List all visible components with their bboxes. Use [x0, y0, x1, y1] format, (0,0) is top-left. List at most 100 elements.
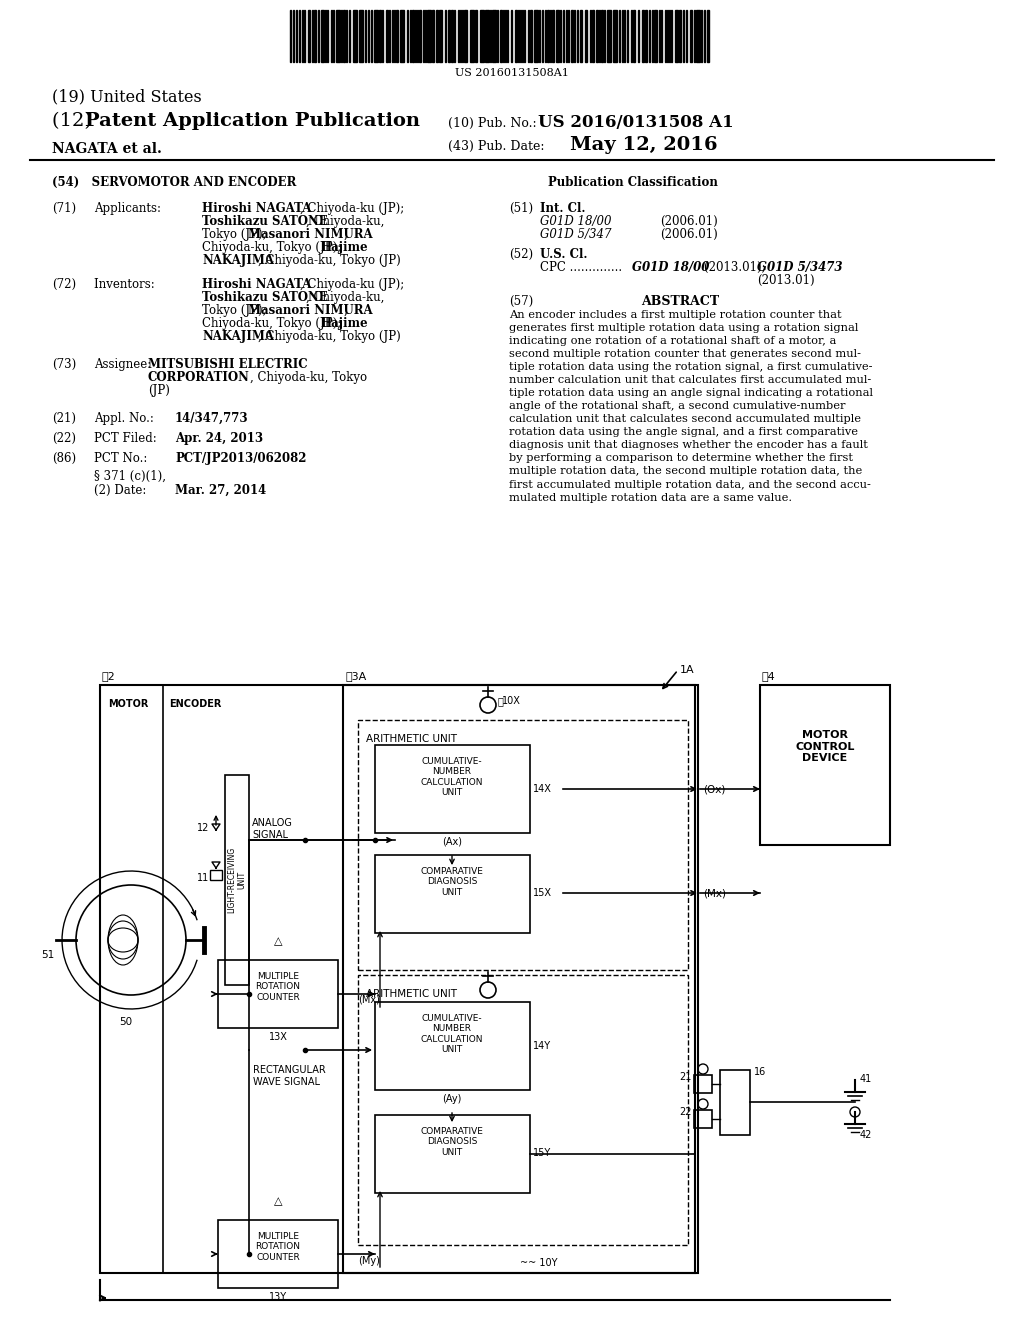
Bar [654, 11, 657, 62]
Text: ~~ 10Y: ~~ 10Y [520, 1258, 557, 1269]
Text: LIGHT-RECEIVING
UNIT: LIGHT-RECEIVING UNIT [227, 847, 247, 913]
Bar [480, 11, 484, 62]
Text: (73): (73) [52, 358, 76, 371]
Bar [690, 11, 692, 62]
Bar [314, 11, 316, 62]
Text: NAGATA et al.: NAGATA et al. [52, 143, 162, 156]
Bar [571, 11, 573, 62]
Text: ARITHMETIC UNIT: ARITHMETIC UNIT [366, 734, 457, 744]
Bar [592, 11, 594, 62]
Text: Mar. 27, 2014: Mar. 27, 2014 [175, 484, 266, 498]
Bar [485, 11, 489, 62]
Bar [225, 775, 249, 985]
Text: 22: 22 [680, 1107, 692, 1117]
Text: , Chiyoda-ku,: , Chiyoda-ku, [306, 215, 384, 228]
Text: US 2016/0131508 A1: US 2016/0131508 A1 [538, 114, 733, 131]
Text: Assignee:: Assignee: [94, 358, 155, 371]
Text: MOTOR
CONTROL
DEVICE: MOTOR CONTROL DEVICE [796, 730, 855, 763]
Text: Int. Cl.: Int. Cl. [540, 202, 586, 215]
Text: COMPARATIVE
DIAGNOSIS
UNIT: COMPARATIVE DIAGNOSIS UNIT [421, 1127, 483, 1156]
Text: (My): (My) [358, 1257, 380, 1266]
Text: (Ay): (Ay) [442, 1094, 462, 1104]
Text: 13Y: 13Y [269, 1292, 287, 1302]
Bar [607, 11, 611, 62]
Text: ABSTRACT: ABSTRACT [641, 294, 719, 308]
Bar [679, 11, 681, 62]
Bar [596, 11, 598, 62]
Text: PCT No.:: PCT No.: [94, 451, 147, 465]
Text: ⍢3A: ⍢3A [345, 671, 367, 681]
Text: (2006.01): (2006.01) [660, 228, 718, 242]
Bar [534, 11, 538, 62]
Text: Chiyoda-ku, Tokyo (JP);: Chiyoda-ku, Tokyo (JP); [202, 317, 345, 330]
Text: An encoder includes a first multiple rotation counter that
generates first multi: An encoder includes a first multiple rot… [509, 310, 873, 503]
Bar [645, 11, 647, 62]
Text: Appl. No.:: Appl. No.: [94, 412, 154, 425]
Text: MITSUBISHI ELECTRIC: MITSUBISHI ELECTRIC [148, 358, 307, 371]
Bar [439, 11, 442, 62]
Text: CUMULATIVE-
NUMBER
CALCULATION
UNIT: CUMULATIVE- NUMBER CALCULATION UNIT [421, 1014, 483, 1055]
Bar [218, 960, 338, 1028]
Bar [419, 11, 421, 62]
Text: (Ax): (Ax) [442, 837, 462, 847]
Text: 50: 50 [120, 1016, 132, 1027]
Text: 15Y: 15Y [534, 1148, 551, 1158]
Text: G01D 5/3473: G01D 5/3473 [757, 261, 843, 275]
Text: Hajime: Hajime [319, 242, 368, 253]
Text: Toshikazu SATONE: Toshikazu SATONE [202, 290, 328, 304]
Bar [374, 11, 378, 62]
Text: 1A: 1A [680, 665, 694, 675]
Bar [515, 11, 517, 62]
Bar [321, 11, 324, 62]
Text: § 371 (c)(1),: § 371 (c)(1), [94, 470, 166, 483]
Text: MULTIPLE
ROTATION
COUNTER: MULTIPLE ROTATION COUNTER [256, 972, 300, 1002]
Bar [694, 1110, 712, 1129]
Text: ⌚: ⌚ [498, 696, 504, 706]
Text: U.S. Cl.: U.S. Cl. [540, 248, 588, 261]
Text: Apr. 24, 2013: Apr. 24, 2013 [175, 432, 263, 445]
Text: (2013.01): (2013.01) [757, 275, 815, 286]
Text: (43) Pub. Date:: (43) Pub. Date: [449, 140, 545, 153]
Text: (Mx): (Mx) [358, 995, 380, 1005]
Text: 11: 11 [197, 873, 209, 883]
Bar [633, 11, 635, 62]
Text: 41: 41 [860, 1074, 872, 1084]
Text: 51: 51 [41, 950, 54, 960]
Text: , Chiyoda-ku, Tokyo (JP): , Chiyoda-ku, Tokyo (JP) [258, 330, 400, 343]
Text: CPC ..............: CPC .............. [540, 261, 623, 275]
Text: US 20160131508A1: US 20160131508A1 [455, 69, 569, 78]
Bar [412, 11, 414, 62]
Text: (JP): (JP) [148, 384, 170, 397]
Text: (51): (51) [509, 202, 534, 215]
Text: (71): (71) [52, 202, 76, 215]
Text: Applicants:: Applicants: [94, 202, 161, 215]
Text: Hiroshi NAGATA: Hiroshi NAGATA [202, 279, 311, 290]
Text: PCT/JP2013/062082: PCT/JP2013/062082 [175, 451, 306, 465]
Text: 12: 12 [197, 822, 209, 833]
Bar [464, 11, 467, 62]
Bar [343, 11, 345, 62]
Text: ,: , [344, 228, 348, 242]
Bar [613, 11, 617, 62]
Text: , Chiyoda-ku (JP);: , Chiyoda-ku (JP); [300, 279, 404, 290]
Text: 14/347,773: 14/347,773 [175, 412, 249, 425]
Text: 16: 16 [754, 1067, 766, 1077]
Bar [720, 1071, 750, 1135]
Text: , Chiyoda-ku (JP);: , Chiyoda-ku (JP); [300, 202, 404, 215]
Text: Publication Classification: Publication Classification [548, 176, 718, 189]
Text: (Ox): (Ox) [703, 785, 725, 795]
Text: COMPARATIVE
DIAGNOSIS
UNIT: COMPARATIVE DIAGNOSIS UNIT [421, 867, 483, 896]
Text: Masanori NIMURA: Masanori NIMURA [248, 228, 373, 242]
Bar [375, 744, 530, 833]
Text: G01D 5/347: G01D 5/347 [540, 228, 611, 242]
Text: Patent Application Publication: Patent Application Publication [85, 112, 420, 129]
Bar [210, 870, 222, 880]
Text: (57): (57) [509, 294, 534, 308]
Bar [436, 11, 438, 62]
Text: Hiroshi NAGATA: Hiroshi NAGATA [202, 202, 311, 215]
Text: △: △ [273, 936, 283, 946]
Text: 14Y: 14Y [534, 1041, 551, 1051]
Bar [470, 11, 474, 62]
Text: G01D 18/00: G01D 18/00 [632, 261, 710, 275]
Bar [400, 11, 404, 62]
